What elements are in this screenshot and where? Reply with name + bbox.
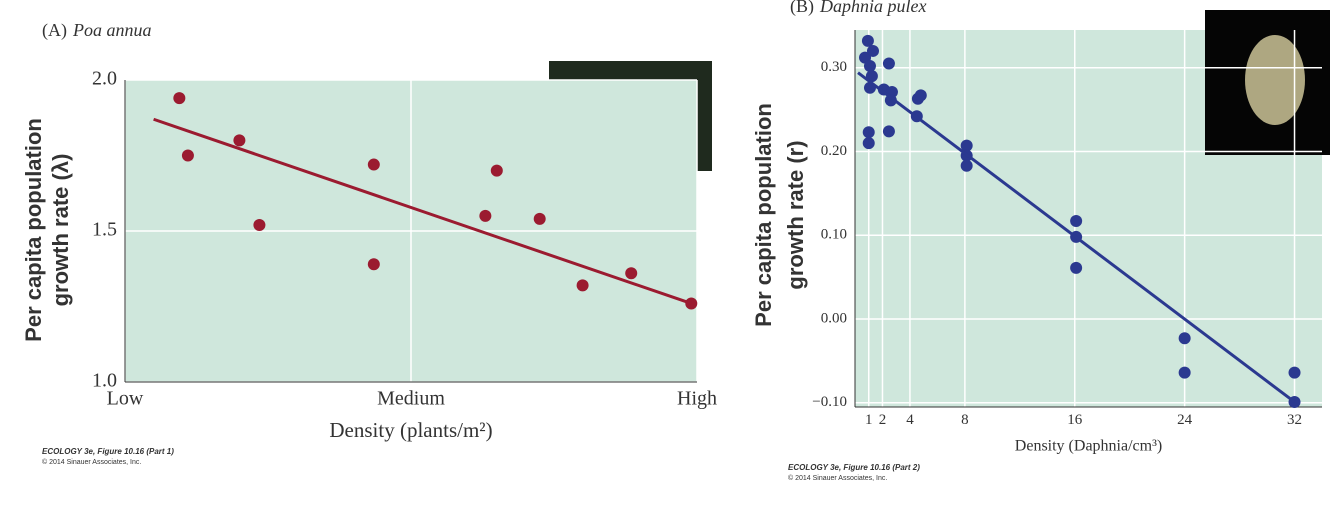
point — [533, 212, 546, 225]
panel-label: (B) — [790, 0, 814, 17]
point — [576, 279, 589, 292]
point — [1288, 366, 1301, 379]
point — [914, 89, 927, 102]
footnote: ECOLOGY 3e, Figure 10.16 (Part 1) — [42, 447, 174, 456]
y-axis-label: growth rate (r) — [783, 140, 808, 289]
point — [1178, 366, 1191, 379]
point — [173, 92, 186, 105]
trend-line — [153, 117, 692, 305]
footnote: © 2014 Sinauer Associates, Inc. — [788, 474, 887, 482]
footnote: ECOLOGY 3e, Figure 10.16 (Part 2) — [788, 463, 920, 472]
y-tick-label: 1.5 — [92, 219, 117, 241]
panel-title: (B) Daphnia pulex — [790, 0, 926, 17]
point — [960, 139, 973, 152]
point — [862, 137, 875, 150]
panel-label: (A) — [42, 20, 67, 41]
point — [367, 258, 380, 271]
point — [861, 34, 874, 47]
point — [253, 218, 266, 231]
y-tick-label: 2.0 — [92, 68, 117, 90]
x-tick-label: 24 — [1177, 412, 1193, 428]
x-tick-label: 8 — [961, 412, 969, 428]
point — [625, 267, 638, 280]
x-tick-label: Medium — [377, 388, 445, 410]
trend-line — [857, 71, 1296, 404]
y-tick-label: 0.30 — [821, 59, 847, 75]
point — [882, 125, 895, 138]
x-tick-label: Low — [107, 388, 144, 410]
point — [882, 57, 895, 70]
species: Poa annua — [72, 20, 152, 40]
y-tick-label: 1.0 — [92, 370, 117, 392]
y-axis-label: Per capita population — [751, 103, 776, 327]
x-tick-label: 16 — [1067, 412, 1083, 428]
y-tick-label: −0.10 — [812, 394, 847, 410]
point — [367, 158, 380, 171]
point — [479, 209, 492, 222]
footnote: © 2014 Sinauer Associates, Inc. — [42, 458, 141, 466]
point — [1070, 261, 1083, 274]
x-tick-label: 4 — [906, 412, 914, 428]
point — [884, 94, 897, 107]
x-tick-label: 1 — [865, 412, 873, 428]
point — [181, 149, 194, 162]
point — [866, 44, 879, 57]
x-tick-label: 32 — [1287, 412, 1302, 428]
x-tick-label: 2 — [879, 412, 887, 428]
y-tick-label: 0.20 — [821, 143, 847, 159]
point — [233, 134, 246, 147]
x-axis-label: Density (Daphnia/cm³) — [1015, 438, 1162, 455]
x-axis-label: Density (plants/m²) — [329, 418, 492, 442]
point — [1070, 215, 1083, 228]
species: Daphnia pulex — [819, 0, 926, 16]
point — [490, 164, 503, 177]
x-tick-label: High — [677, 388, 717, 410]
panel-title: (A) Poa annua — [42, 20, 152, 41]
point — [960, 159, 973, 172]
y-axis-label: Per capita population — [21, 118, 46, 342]
point — [863, 60, 876, 73]
point — [1178, 332, 1191, 345]
daphnia-body — [1245, 35, 1305, 125]
y-tick-label: 0.10 — [821, 227, 847, 243]
point — [862, 126, 875, 139]
y-tick-label: 0.00 — [821, 310, 847, 326]
y-axis-label: growth rate (λ) — [48, 154, 73, 307]
